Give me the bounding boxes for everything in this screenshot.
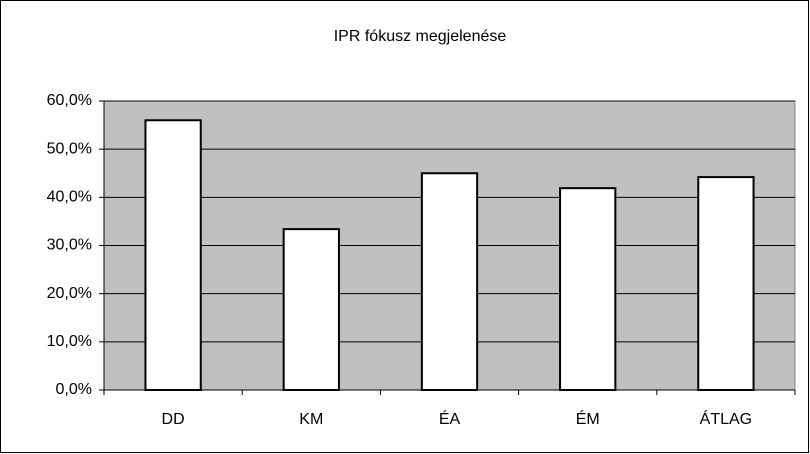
bar <box>144 119 202 392</box>
y-tick-label: 10,0% <box>47 333 92 350</box>
bar <box>420 172 479 391</box>
y-tick-label: 60,0% <box>47 92 92 109</box>
y-tick-label: 20,0% <box>47 285 92 302</box>
y-tick-label: 40,0% <box>47 189 92 206</box>
y-tick-label: 30,0% <box>47 237 92 254</box>
x-tick-label: ÉA <box>439 409 461 428</box>
x-tick-label: ÁTLAG <box>700 409 752 428</box>
bar <box>559 187 617 391</box>
y-tick-label: 50,0% <box>47 140 92 157</box>
bar <box>282 228 340 391</box>
chart-title: IPR fókusz megjelenése <box>334 28 507 45</box>
x-tick-label: ÉM <box>576 409 600 428</box>
bar <box>697 176 755 391</box>
x-tick-label: KM <box>299 411 323 428</box>
y-tick-label: 0,0% <box>56 381 92 398</box>
x-tick-label: DD <box>162 411 185 428</box>
